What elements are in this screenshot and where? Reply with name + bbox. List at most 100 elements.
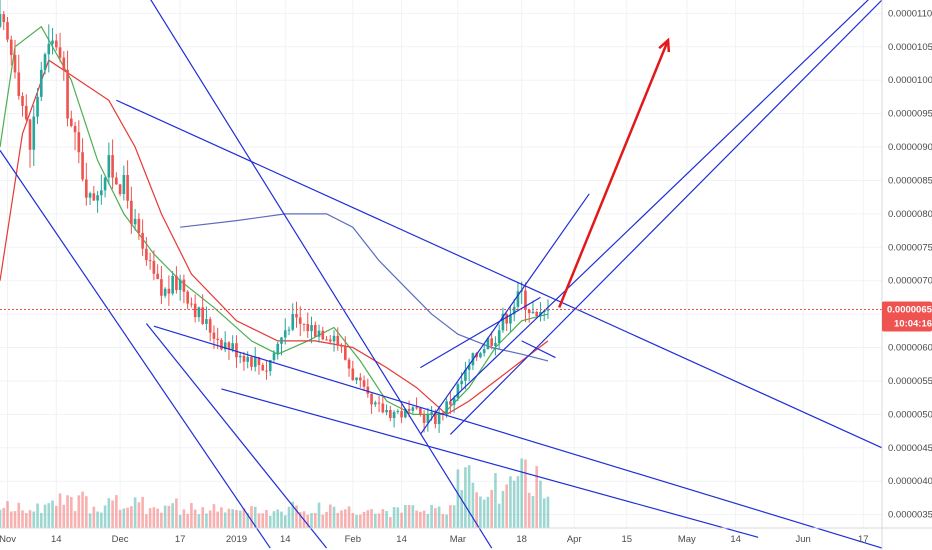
- time-tick-label: 14: [51, 534, 62, 545]
- volume-bar: [531, 495, 535, 528]
- volume-bar: [265, 509, 268, 528]
- moving-average-line: [180, 213, 549, 362]
- candle-body: [486, 338, 490, 350]
- trendline[interactable]: [449, 0, 882, 402]
- volume-bar: [126, 507, 129, 528]
- volume-bar: [171, 503, 174, 528]
- candle-body: [85, 179, 88, 198]
- candle-body: [137, 218, 141, 233]
- candle-body: [509, 314, 512, 324]
- volume-bar: [212, 504, 216, 528]
- candle-body: [370, 393, 373, 405]
- candle-body: [24, 105, 28, 120]
- volume-bar: [467, 465, 471, 528]
- candle-body: [404, 408, 407, 418]
- volume-bar: [505, 484, 508, 528]
- trendline[interactable]: [521, 340, 556, 359]
- candle-body: [313, 325, 317, 337]
- volume-bar: [28, 510, 32, 528]
- candle-body: [227, 342, 231, 350]
- candle-body: [103, 177, 107, 191]
- candle-body: [479, 353, 482, 358]
- volume-bar: [13, 511, 17, 528]
- volume-bar: [2, 507, 6, 528]
- time-tick-label: Apr: [567, 534, 582, 545]
- time-tick-label: 14: [396, 534, 407, 545]
- volume-bar: [482, 499, 486, 528]
- volume-bar: [130, 506, 133, 528]
- candle-body: [163, 288, 167, 296]
- volume-bar: [69, 497, 73, 528]
- volume-bar: [77, 495, 81, 528]
- volume-bar: [58, 493, 62, 528]
- volume-bar: [362, 511, 366, 528]
- trendline[interactable]: [221, 388, 759, 538]
- volume-bar: [411, 505, 415, 528]
- volume-bar: [235, 510, 238, 528]
- volume-bar: [501, 490, 505, 528]
- volume-bar: [287, 506, 291, 528]
- candle-body: [208, 319, 212, 333]
- volume-bar: [460, 490, 463, 528]
- volume-bar: [328, 504, 332, 528]
- volume-bar: [535, 466, 539, 528]
- time-axis[interactable]: Nov 14 Dec 17 2019 14 Feb 14 Mar 18 Apr 15 May 14 Jun 1…: [0, 527, 932, 545]
- volume-bar: [471, 482, 475, 528]
- volume-bar: [32, 511, 36, 528]
- trendline[interactable]: [116, 99, 883, 449]
- candle-body: [62, 57, 66, 70]
- candle-body: [265, 370, 268, 372]
- candle-body: [250, 356, 253, 367]
- volume-bar: [310, 513, 313, 528]
- candle-body: [47, 43, 51, 55]
- volume-bar: [546, 496, 550, 528]
- volume-bar: [486, 496, 490, 528]
- trendline[interactable]: [153, 325, 883, 549]
- arrow-shaft: [558, 39, 670, 308]
- candle-body: [516, 291, 520, 307]
- trendline[interactable]: [143, 0, 493, 549]
- candle-body: [171, 275, 174, 294]
- candle-body: [377, 402, 381, 404]
- volume-bar: [118, 509, 122, 528]
- volume-bar: [0, 509, 2, 528]
- candle-body: [182, 279, 186, 292]
- volume-bar: [332, 506, 336, 528]
- trendline[interactable]: [419, 193, 590, 435]
- candle-body: [21, 95, 24, 106]
- volume-bar: [366, 510, 370, 528]
- volume-bar: [542, 498, 546, 528]
- volume-bar: [122, 508, 126, 528]
- volume-bar: [167, 505, 171, 528]
- candle-body: [28, 119, 32, 150]
- volume-bar: [51, 500, 54, 528]
- time-tick-label: Nov: [0, 534, 16, 545]
- candle-body: [6, 22, 9, 40]
- volume-bar: [100, 512, 103, 528]
- candle-body: [235, 343, 238, 358]
- candle-body: [130, 200, 133, 225]
- volume-bar: [81, 491, 84, 528]
- candle-body: [437, 413, 441, 424]
- volume-bar: [509, 476, 512, 528]
- candle-body: [126, 175, 129, 201]
- volume-bar: [381, 509, 385, 528]
- candle-body: [317, 330, 321, 337]
- candle-body: [0, 14, 2, 27]
- trendline[interactable]: [0, 150, 271, 549]
- candle-body: [464, 369, 467, 381]
- candle-body: [449, 401, 452, 405]
- trendline[interactable]: [449, 0, 883, 435]
- trendline[interactable]: [145, 323, 327, 549]
- candle-body: [107, 155, 111, 178]
- volume-bar: [374, 513, 377, 528]
- time-tick-label: 17: [858, 534, 869, 545]
- candle-body: [178, 279, 182, 291]
- candle-body: [43, 54, 47, 70]
